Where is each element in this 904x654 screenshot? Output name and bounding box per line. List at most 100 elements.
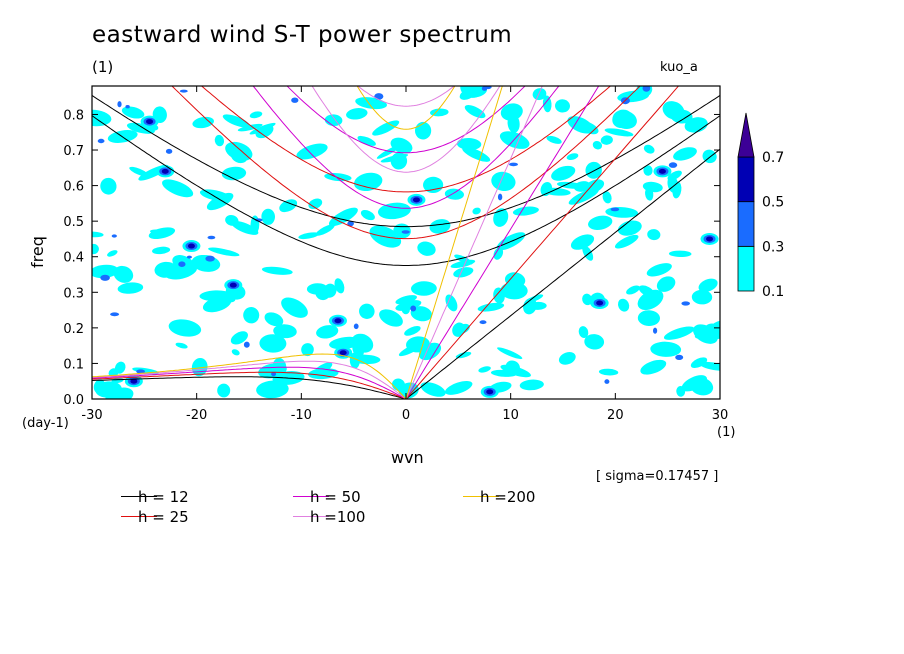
power-contour-region: [100, 274, 110, 281]
rossby-wave-curve: [92, 360, 407, 399]
legend-item: h = 25: [92, 508, 189, 526]
inertia-gravity-curve: [311, 86, 501, 173]
y-tick-label: 0.4: [63, 251, 84, 266]
power-contour-region: [149, 229, 174, 236]
power-contour-region: [456, 137, 482, 151]
power-contour-peak: [412, 197, 420, 203]
power-contour-region: [125, 105, 130, 109]
power-contour-region: [243, 307, 260, 324]
legend-line-swatch: [120, 516, 157, 517]
power-contour-region: [316, 325, 339, 339]
power-contour-region: [152, 246, 171, 255]
power-contour-region: [410, 305, 417, 312]
power-contour-region: [136, 369, 146, 374]
colorbar-segment: [737, 156, 755, 203]
legend-label: h = 12: [138, 488, 189, 506]
power-contour-peak: [161, 168, 169, 174]
inertia-gravity-curve: [200, 86, 612, 193]
power-contour-region: [568, 188, 599, 205]
power-contour-region: [462, 146, 491, 162]
inertia-gravity-curve: [356, 86, 456, 130]
power-contour-region: [617, 298, 630, 312]
power-contour-region: [374, 93, 384, 100]
power-contour-region: [493, 208, 509, 227]
y-tick-label: 0.8: [63, 108, 84, 123]
power-contour-region: [202, 296, 232, 313]
y-tick-label: 0.6: [63, 180, 84, 195]
power-contour-peak: [658, 168, 666, 174]
power-contour-region: [279, 199, 298, 213]
power-contour-region: [445, 294, 458, 312]
power-contour-region: [261, 208, 276, 225]
power-contour-region: [637, 289, 664, 311]
power-contour-region: [673, 147, 697, 161]
power-contour-region: [551, 165, 576, 181]
x-tick-label: 30: [712, 408, 729, 423]
power-contour-region: [175, 342, 188, 349]
power-contour-region: [540, 181, 553, 197]
power-contour-region: [107, 250, 118, 257]
power-contour-region: [699, 361, 720, 371]
power-contour-region: [264, 312, 284, 327]
power-contour-region: [454, 254, 473, 265]
power-contour-region: [360, 210, 375, 221]
power-contour-region: [411, 281, 437, 296]
power-contour-region: [532, 88, 547, 101]
chart-title: eastward wind S-T power spectrum: [92, 22, 513, 48]
power-contour-region: [230, 331, 248, 345]
power-contour-region: [377, 202, 411, 220]
inertia-gravity-curve: [252, 86, 560, 209]
power-contour-region: [546, 135, 562, 144]
x-tick-label: -30: [81, 408, 102, 423]
power-contour-peak: [130, 378, 138, 384]
power-contour-region: [110, 312, 120, 317]
power-contour-region: [646, 263, 672, 277]
power-contour-peak: [486, 389, 494, 395]
power-contour-region: [479, 320, 487, 325]
power-contour-region: [555, 99, 570, 113]
power-contour-region: [584, 334, 605, 350]
power-contour-region: [605, 207, 639, 218]
power-contour-region: [647, 229, 661, 241]
power-contour-region: [598, 368, 619, 376]
power-contour-peak: [187, 243, 195, 249]
power-contour-region: [663, 326, 695, 340]
inertia-gravity-curve: [92, 115, 720, 266]
power-contour-region: [509, 162, 518, 167]
power-contour-region: [243, 341, 250, 348]
power-contour-region: [205, 255, 215, 262]
power-contour-region: [643, 144, 655, 154]
power-contour-region: [567, 116, 594, 134]
power-contour-peak: [229, 282, 237, 288]
power-contour-region: [691, 289, 713, 305]
kelvin-wave-curve: [405, 86, 680, 399]
power-contour-region: [206, 192, 234, 211]
legend-label: h = 25: [138, 508, 189, 526]
y-units-label: (day-1): [22, 416, 69, 431]
power-contour-region: [291, 97, 299, 103]
power-contour-region: [668, 162, 678, 168]
power-contour-region: [117, 282, 144, 294]
power-contour-region: [414, 121, 432, 140]
power-contour-region: [499, 131, 530, 149]
power-contour-region: [271, 372, 277, 377]
power-contour-region: [249, 111, 263, 119]
power-contour-region: [497, 347, 523, 360]
power-contour-region: [592, 140, 603, 150]
power-contour-region: [642, 181, 663, 193]
power-contour-region: [429, 219, 451, 234]
power-contour-region: [401, 304, 410, 315]
x-tick-label: -20: [186, 408, 207, 423]
colorbar-extend-arrow: [737, 112, 755, 158]
power-contour-region: [353, 323, 359, 330]
power-contour-region: [656, 276, 676, 292]
power-contour-region: [404, 326, 421, 336]
rossby-wave-curve: [92, 376, 407, 399]
power-contour-region: [208, 247, 240, 257]
power-contour-region: [379, 309, 403, 327]
power-contour-region: [168, 319, 202, 337]
power-contour-region: [281, 297, 308, 318]
inertia-gravity-curve: [357, 86, 455, 107]
power-contour-region: [653, 327, 658, 334]
